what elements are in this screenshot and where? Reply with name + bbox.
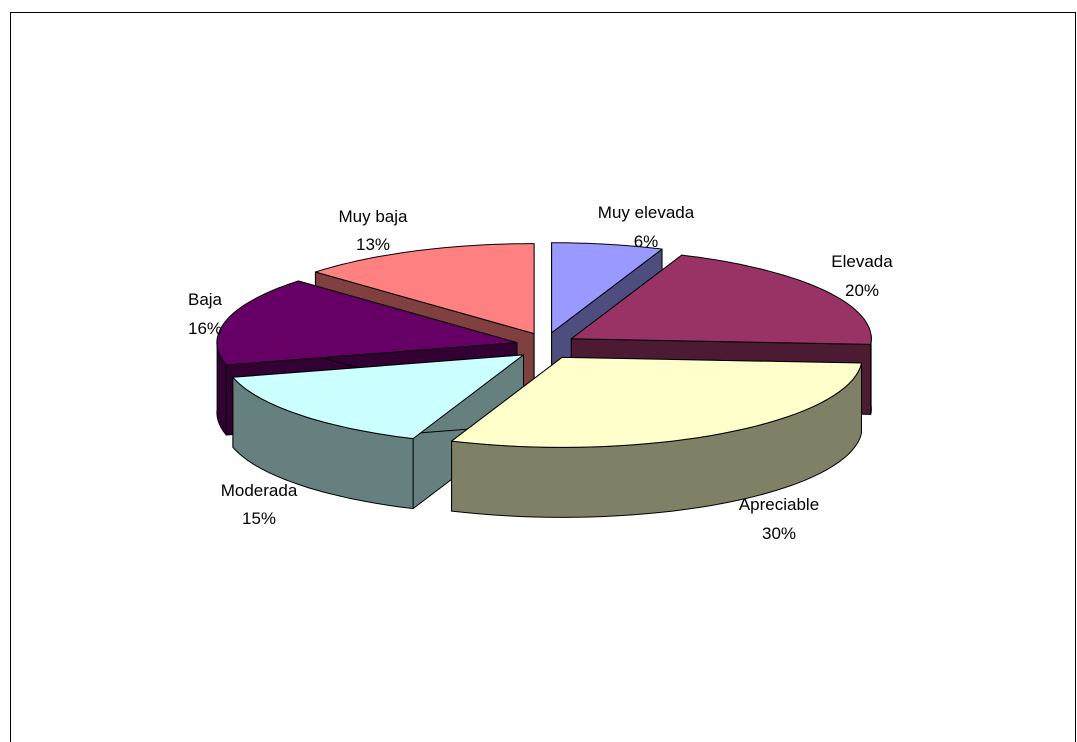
slice-top-face	[551, 242, 663, 334]
data-label-pct-muy-elevada: 6%	[634, 232, 659, 251]
data-label-pct-moderada: 15%	[242, 509, 276, 528]
data-label-pct-elevada: 20%	[845, 281, 879, 300]
slice-top-face	[232, 354, 524, 440]
slice-top-face	[570, 254, 872, 345]
slice-top-face	[216, 280, 518, 366]
slice-outer-wall	[870, 334, 872, 415]
chart-frame	[10, 12, 1076, 742]
slice-top-face	[451, 356, 862, 448]
data-label-muy-elevada: Muy elevada	[598, 203, 695, 222]
data-label-moderada: Moderada	[221, 481, 298, 500]
pie-slices	[216, 242, 872, 518]
data-label-pct-muy-baja: 13%	[356, 235, 390, 254]
data-label-baja: Baja	[188, 290, 223, 309]
slice-apreciable	[451, 356, 862, 518]
data-label-elevada: Elevada	[831, 252, 893, 271]
data-label-pct-baja: 16%	[188, 319, 222, 338]
slice-top-face	[314, 243, 535, 335]
data-label-apreciable: Apreciable	[739, 495, 819, 514]
data-label-pct-apreciable: 30%	[762, 524, 796, 543]
data-label-muy-baja: Muy baja	[339, 207, 409, 226]
pie-labels: Muy elevada 6% Elevada 20% Apreciable 30% Mode…	[188, 203, 893, 543]
